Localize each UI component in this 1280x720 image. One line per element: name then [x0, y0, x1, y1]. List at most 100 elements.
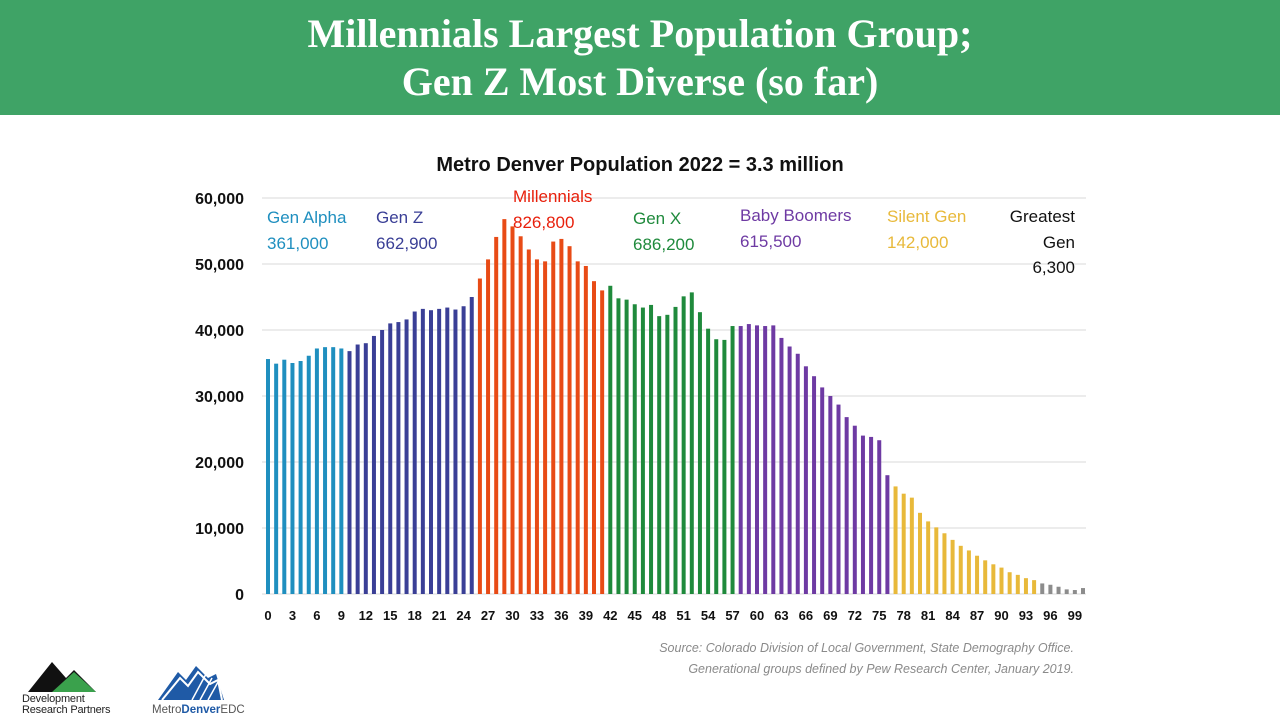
x-tick-label: 48 [652, 608, 666, 623]
y-axis: 0 10,000 20,000 30,000 40,000 50,000 60,000 [195, 191, 244, 604]
bar-age-78 [901, 493, 906, 594]
bar-age-3 [290, 363, 295, 594]
bar-age-21 [437, 308, 442, 594]
population-chart: Metro Denver Population 2022 = 3.3 milli… [195, 154, 1086, 623]
x-tick-label: 30 [505, 608, 519, 623]
bar-age-52 [689, 292, 694, 594]
bar-age-19 [420, 308, 425, 594]
bar-age-12 [363, 343, 368, 594]
bar-age-88 [983, 560, 988, 594]
bar-age-50 [673, 306, 678, 594]
x-tick-label: 45 [628, 608, 642, 623]
silent-gen-label: Silent Gen [887, 207, 966, 226]
bar-age-45 [632, 304, 637, 594]
bar-age-13 [371, 335, 376, 594]
x-tick-label: 96 [1043, 608, 1057, 623]
bar-age-86 [966, 550, 971, 594]
x-tick-label: 81 [921, 608, 935, 623]
gen-z-label: Gen Z [376, 208, 423, 227]
x-tick-label: 3 [289, 608, 296, 623]
bar-age-36 [559, 238, 564, 595]
bar-age-76 [885, 475, 890, 594]
bar-age-61 [763, 326, 768, 594]
bar-age-97 [1056, 586, 1061, 594]
x-tick-label: 33 [530, 608, 544, 623]
source-line-2: Generational groups defined by Pew Resea… [688, 662, 1074, 676]
x-tick-label: 78 [896, 608, 910, 623]
edc-suffix: EDC [220, 704, 245, 716]
bar-age-26 [477, 278, 482, 594]
bar-age-34 [543, 261, 548, 594]
bar-age-94 [1032, 580, 1037, 594]
baby-boomers-label: Baby Boomers [740, 206, 852, 225]
bar-age-49 [665, 314, 670, 594]
baby-boomers-total: 615,500 [740, 232, 801, 251]
x-tick-label: 36 [554, 608, 568, 623]
bar-age-87 [975, 555, 980, 594]
bar-age-60 [755, 325, 759, 594]
bar-age-58 [738, 326, 743, 594]
bar-age-98 [1064, 589, 1069, 594]
bar-age-92 [1015, 574, 1020, 594]
chart-title: Metro Denver Population 2022 = 3.3 milli… [436, 154, 843, 176]
title-banner: Millennials Largest Population Group; Ge… [0, 0, 1280, 115]
y-tick-label: 20,000 [195, 455, 244, 472]
bar-age-91 [1007, 572, 1012, 594]
bar-age-43 [616, 298, 621, 594]
bar-age-14 [380, 330, 385, 594]
bar-age-57 [730, 326, 735, 594]
y-tick-label: 0 [235, 587, 244, 604]
bar-age-29 [502, 219, 507, 594]
x-tick-label: 75 [872, 608, 886, 623]
group-annotations: Gen Alpha 361,000 Gen Z 662,900 Millenni… [267, 187, 1075, 277]
bar-age-68 [820, 387, 825, 594]
bar-age-2 [282, 359, 287, 594]
bar-age-85 [958, 545, 963, 594]
bar-age-69 [828, 396, 833, 594]
bar-age-80 [918, 512, 922, 594]
x-tick-label: 87 [970, 608, 984, 623]
y-tick-label: 40,000 [195, 323, 244, 340]
edc-prefix: Metro [152, 704, 182, 716]
bar-age-71 [844, 417, 849, 594]
x-tick-label: 84 [945, 608, 960, 623]
x-tick-label: 60 [750, 608, 764, 623]
bar-age-77 [893, 486, 898, 594]
x-tick-label: 72 [848, 608, 862, 623]
bar-age-22 [445, 307, 450, 594]
bar-age-18 [412, 311, 417, 594]
x-tick-label: 69 [823, 608, 837, 623]
bar-age-10 [347, 351, 352, 594]
edc-bold: Denver [181, 704, 221, 716]
development-research-partners-logo: Development Research Partners [22, 656, 132, 718]
bar-age-37 [567, 246, 572, 594]
bar-age-35 [551, 241, 556, 594]
bar-age-39 [583, 265, 588, 594]
bar-age-81 [926, 521, 931, 594]
slide-title-line-2: Gen Z Most Diverse (so far) [401, 58, 879, 104]
bar-age-89 [991, 564, 996, 594]
x-tick-label: 66 [799, 608, 813, 623]
bar-age-75 [877, 440, 882, 594]
bar-age-66 [803, 366, 808, 594]
gen-x-label: Gen X [633, 209, 681, 228]
bar-age-83 [942, 533, 947, 594]
drp-logo-text: Development Research Partners [22, 693, 111, 716]
y-tick-label: 10,000 [195, 521, 244, 538]
gen-alpha-total: 361,000 [267, 234, 328, 253]
bar-age-70 [836, 404, 841, 594]
slide-title-line-1: Millennials Largest Population Group; [307, 10, 973, 56]
gen-z-total: 662,900 [376, 234, 437, 253]
x-tick-label: 57 [725, 608, 739, 623]
bar-age-33 [534, 259, 539, 594]
bar-age-27 [486, 259, 491, 594]
bar-age-51 [681, 296, 686, 594]
bar-age-48 [657, 316, 662, 594]
y-tick-label: 30,000 [195, 389, 244, 406]
bar-age-72 [852, 425, 857, 594]
bar-age-95 [1040, 583, 1045, 594]
bar-age-47 [649, 304, 654, 594]
x-tick-label: 90 [994, 608, 1008, 623]
x-tick-label: 9 [338, 608, 345, 623]
x-tick-label: 63 [774, 608, 788, 623]
